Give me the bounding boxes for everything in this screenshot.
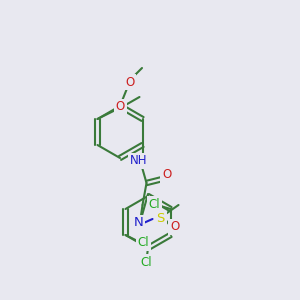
Text: NH: NH — [130, 154, 147, 167]
Text: N: N — [134, 217, 143, 230]
Text: O: O — [150, 199, 159, 212]
Text: O: O — [170, 220, 179, 233]
Text: O: O — [162, 169, 171, 182]
Text: S: S — [156, 212, 165, 226]
Text: Cl: Cl — [138, 236, 149, 250]
Text: Cl: Cl — [149, 197, 160, 211]
Text: O: O — [125, 76, 135, 88]
Text: O: O — [116, 100, 125, 113]
Text: Cl: Cl — [140, 256, 152, 268]
